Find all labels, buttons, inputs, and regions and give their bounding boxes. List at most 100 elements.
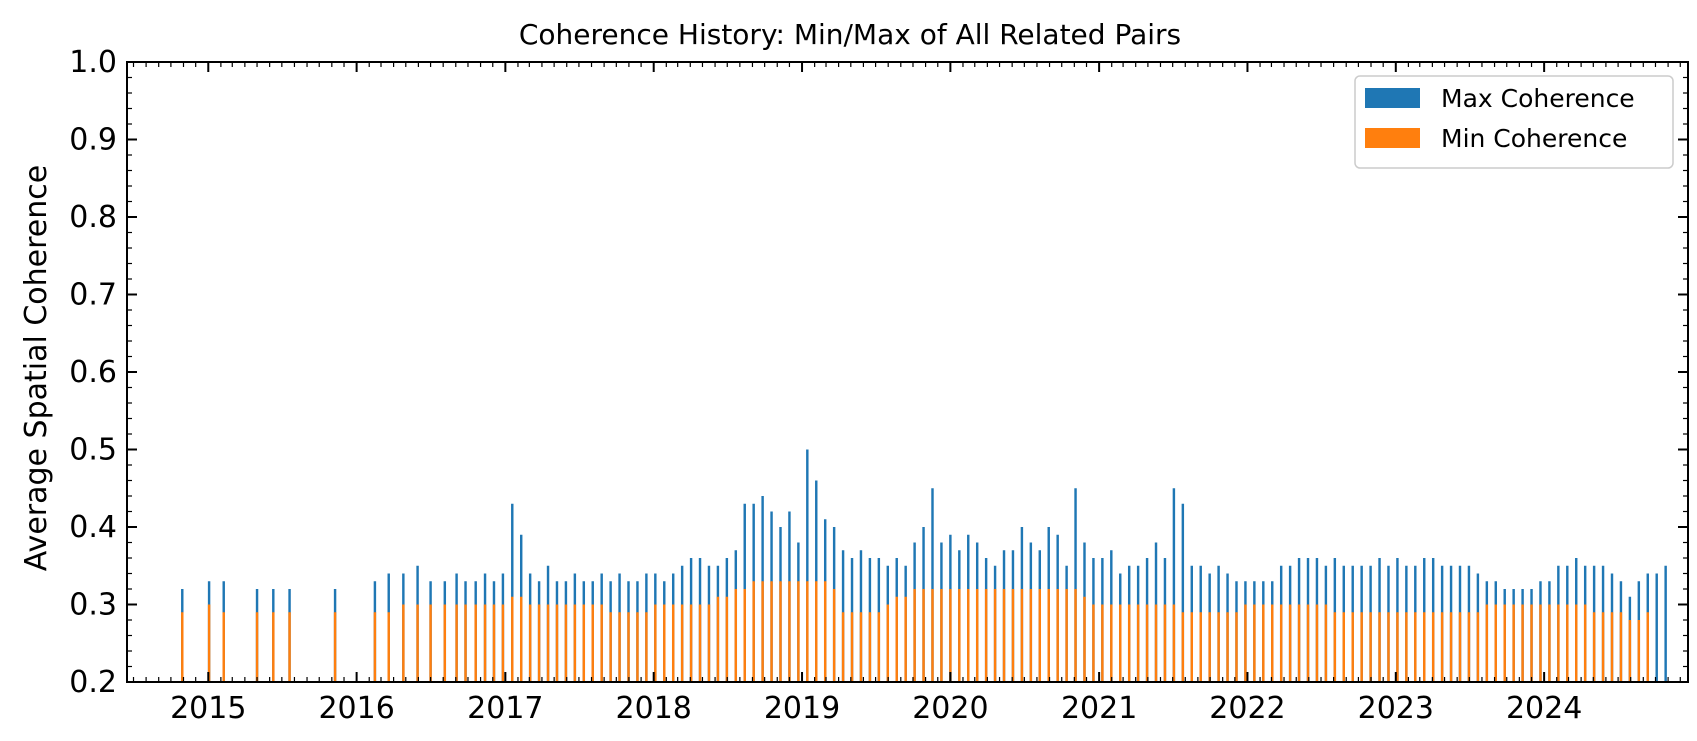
y-axis-label: Average Spatial Coherence	[19, 165, 54, 571]
min-bar	[1360, 612, 1363, 682]
min-bar	[1601, 612, 1605, 682]
min-bar	[815, 581, 818, 682]
min-bar	[474, 604, 477, 682]
min-bar	[1306, 604, 1310, 682]
min-bar	[1288, 604, 1292, 682]
min-bar	[181, 612, 184, 682]
min-bar	[609, 612, 612, 682]
min-bar	[537, 604, 541, 682]
min-bar	[1646, 612, 1649, 682]
min-bar	[1181, 612, 1185, 682]
min-bar	[877, 612, 881, 682]
min-bar	[1396, 612, 1399, 682]
min-bar	[761, 581, 764, 682]
min-bar	[940, 589, 943, 682]
min-bar	[779, 581, 782, 682]
min-bar	[1458, 612, 1462, 682]
min-bar	[797, 581, 800, 682]
min-bar	[333, 612, 337, 682]
min-bar	[654, 604, 657, 682]
max-bar	[806, 449, 809, 682]
min-bar	[895, 596, 898, 682]
min-bar	[725, 596, 729, 682]
min-bar	[373, 612, 377, 682]
min-bar	[1575, 604, 1578, 682]
y-tick-label: 0.5	[69, 433, 117, 468]
max-bar	[931, 488, 934, 682]
min-bar	[832, 589, 836, 682]
min-bar	[1262, 604, 1265, 682]
y-tick-label: 0.8	[69, 200, 117, 235]
min-bar	[1342, 612, 1345, 682]
min-bar	[443, 604, 447, 682]
min-bar	[1610, 612, 1614, 682]
min-bar	[1583, 604, 1587, 682]
min-bar	[689, 604, 693, 682]
max-bar	[511, 503, 514, 682]
min-bar	[272, 612, 275, 682]
min-bar	[519, 596, 523, 682]
legend-box	[1354, 75, 1674, 169]
min-bar	[564, 604, 568, 682]
min-bar	[1324, 604, 1328, 682]
min-bar	[573, 604, 577, 682]
bars-layer	[181, 449, 1667, 682]
min-bar	[402, 604, 405, 682]
ticks-layer: 0.2 0.3 0.4 0.5 0.6 0.7 0.8 0.9 1.0 2015 2016 2017 2…	[69, 45, 1688, 726]
min-bar	[949, 589, 952, 682]
min-bar	[886, 604, 890, 682]
min-bar	[1405, 612, 1408, 682]
min-bar	[1369, 612, 1372, 682]
min-bar	[288, 612, 291, 682]
y-tick-label: 0.2	[69, 665, 117, 700]
min-bar	[1119, 604, 1122, 682]
min-bar	[1279, 604, 1283, 682]
min-bar	[1110, 604, 1113, 682]
min-bar	[1431, 612, 1435, 682]
y-tick-label: 0.4	[69, 510, 117, 545]
x-tick-label: 2022	[1209, 691, 1285, 726]
min-bar	[868, 612, 872, 682]
min-bar	[528, 604, 532, 682]
min-bar	[1592, 612, 1596, 682]
min-bar	[429, 604, 432, 682]
min-bar	[483, 604, 487, 682]
min-bar	[1011, 589, 1015, 682]
min-bar	[922, 589, 925, 682]
min-bar	[387, 612, 390, 682]
min-bar	[1235, 612, 1238, 682]
x-tick-label: 2021	[1061, 691, 1137, 726]
min-bar	[1083, 596, 1086, 682]
max-bar	[1172, 488, 1176, 682]
min-bar	[1539, 604, 1542, 682]
min-bar	[1628, 620, 1632, 682]
min-bar	[984, 589, 988, 682]
x-tick-label: 2015	[170, 691, 246, 726]
min-bar	[770, 581, 773, 682]
min-bar	[1521, 604, 1524, 682]
max-bar	[1655, 573, 1658, 682]
x-tick-label: 2016	[318, 691, 394, 726]
min-bar	[645, 612, 648, 682]
x-tick-label: 2017	[467, 691, 543, 726]
min-bar	[1297, 604, 1301, 682]
min-bar	[1566, 604, 1569, 682]
min-bar	[1449, 612, 1453, 682]
min-bar	[1467, 612, 1471, 682]
min-bar	[1020, 589, 1024, 682]
min-bar	[1056, 589, 1059, 682]
min-bar	[1172, 604, 1176, 682]
min-bar	[904, 596, 907, 682]
max-bar	[1664, 565, 1667, 682]
min-bar	[1494, 604, 1497, 682]
min-bar	[752, 581, 755, 682]
min-bar	[600, 604, 603, 682]
legend-label-min: Min Coherence	[1441, 124, 1627, 153]
min-bar	[1154, 604, 1158, 682]
min-bar	[1065, 589, 1068, 682]
min-bar	[1548, 604, 1551, 682]
min-bar	[1226, 612, 1229, 682]
min-bar	[663, 604, 666, 682]
min-bar	[1244, 604, 1247, 682]
